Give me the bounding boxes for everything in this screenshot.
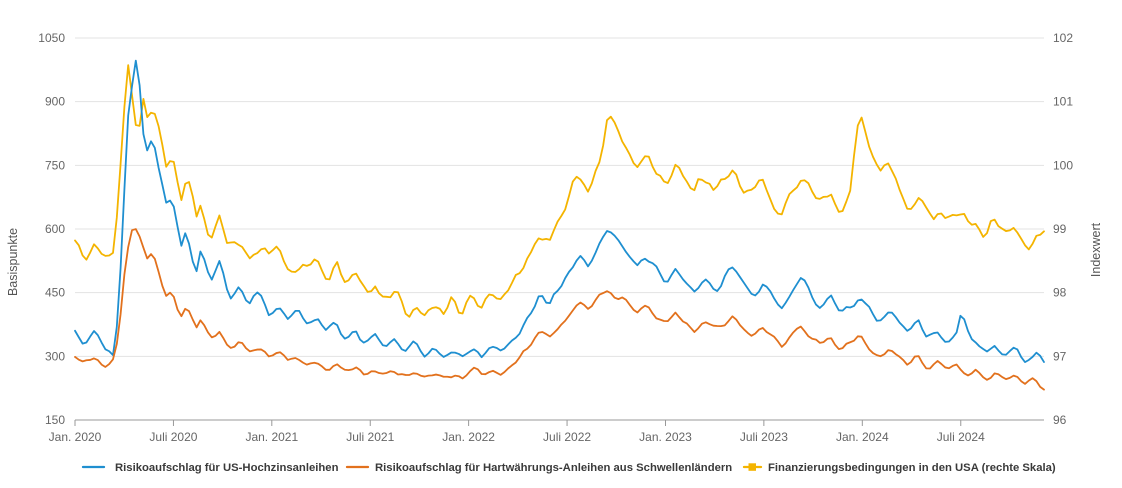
svg-text:102: 102 xyxy=(1053,31,1073,45)
svg-text:900: 900 xyxy=(45,95,65,109)
svg-text:Basispunkte: Basispunkte xyxy=(6,228,20,296)
svg-text:Risikoaufschlag für US-Hochzin: Risikoaufschlag für US-Hochzinsanleihen xyxy=(115,462,339,474)
svg-text:Juli 2022: Juli 2022 xyxy=(543,430,591,444)
svg-text:600: 600 xyxy=(45,222,65,236)
svg-text:1050: 1050 xyxy=(38,31,65,45)
svg-text:Jan. 2021: Jan. 2021 xyxy=(245,430,298,444)
svg-text:100: 100 xyxy=(1053,158,1073,172)
svg-text:101: 101 xyxy=(1053,95,1073,109)
svg-text:300: 300 xyxy=(45,349,65,363)
svg-text:97: 97 xyxy=(1053,349,1067,363)
svg-text:Jan. 2023: Jan. 2023 xyxy=(639,430,692,444)
svg-text:Finanzierungsbedingungen in de: Finanzierungsbedingungen in den USA (rec… xyxy=(768,462,1056,474)
svg-text:Juli 2023: Juli 2023 xyxy=(740,430,788,444)
svg-text:750: 750 xyxy=(45,158,65,172)
svg-text:99: 99 xyxy=(1053,222,1067,236)
svg-text:Indexwert: Indexwert xyxy=(1089,222,1103,277)
svg-text:150: 150 xyxy=(45,413,65,427)
svg-text:Juli 2024: Juli 2024 xyxy=(937,430,985,444)
svg-text:Jan. 2024: Jan. 2024 xyxy=(836,430,889,444)
svg-text:Risikoaufschlag für Hartwährun: Risikoaufschlag für Hartwährungs-Anleihe… xyxy=(375,462,732,474)
svg-text:Jan. 2022: Jan. 2022 xyxy=(442,430,495,444)
svg-text:98: 98 xyxy=(1053,286,1067,300)
svg-text:Juli 2021: Juli 2021 xyxy=(346,430,394,444)
svg-text:Juli 2020: Juli 2020 xyxy=(149,430,197,444)
svg-text:96: 96 xyxy=(1053,413,1067,427)
svg-text:Jan. 2020: Jan. 2020 xyxy=(49,430,102,444)
svg-text:450: 450 xyxy=(45,286,65,300)
